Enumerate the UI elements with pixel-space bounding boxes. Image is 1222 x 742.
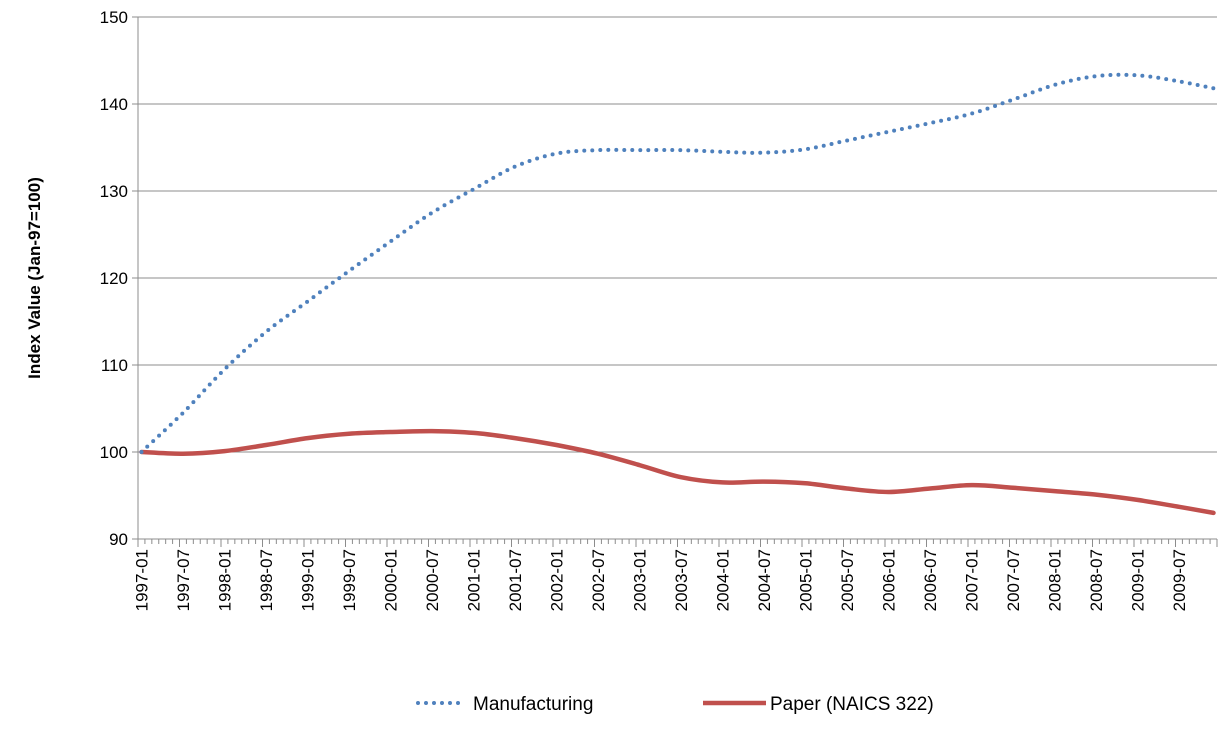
y-tick-label: 150	[100, 8, 128, 27]
x-tick-label: 2000-07	[423, 549, 442, 611]
x-tick-label: 2007-01	[962, 549, 981, 611]
x-tick-label: 2002-07	[589, 549, 608, 611]
y-tick-label: 130	[100, 182, 128, 201]
x-tick-label: 1998-01	[215, 549, 234, 611]
x-tick-label: 2007-07	[1004, 549, 1023, 611]
x-tick-label: 2005-07	[838, 549, 857, 611]
x-axis: 1997-01 1997-07 1998-01 1998-07 1999-01 1999-…	[132, 17, 1217, 611]
x-tick-label: 2002-01	[547, 549, 566, 611]
x-tick-label: 2008-07	[1087, 549, 1106, 611]
x-tick-label: 2005-01	[796, 549, 815, 611]
x-tick-label: 2000-01	[381, 549, 400, 611]
x-tick-label: 2006-01	[879, 549, 898, 611]
y-axis-ticks: 90 100 110 120 130 140 150	[100, 8, 138, 549]
x-tick-label: 1997-07	[174, 549, 193, 611]
x-tick-label: 2001-07	[506, 549, 525, 611]
y-axis-title: Index Value (Jan-97=100)	[25, 177, 44, 379]
legend-label: Manufacturing	[473, 694, 593, 715]
x-tick-label: 1997-01	[132, 549, 151, 611]
x-tick-label: 2009-07	[1170, 549, 1189, 611]
y-tick-label: 140	[100, 95, 128, 114]
x-tick-label: 1998-07	[257, 549, 276, 611]
legend-label: Paper (NAICS 322)	[770, 694, 934, 715]
y-tick-label: 100	[100, 443, 128, 462]
x-tick-label: 2004-01	[713, 549, 732, 611]
x-tick-label: 2009-01	[1128, 549, 1147, 611]
x-tick-label: 2006-07	[921, 549, 940, 611]
manufacturing-line	[142, 75, 1214, 452]
x-tick-label: 2003-01	[630, 549, 649, 611]
x-tick-label: 2001-01	[464, 549, 483, 611]
y-tick-label: 90	[109, 530, 128, 549]
gridlines	[138, 17, 1217, 452]
x-tick-label: 2004-07	[755, 549, 774, 611]
y-tick-label: 120	[100, 269, 128, 288]
x-tick-label: 2003-07	[672, 549, 691, 611]
paper-line	[142, 431, 1214, 513]
x-tick-label: 2008-01	[1045, 549, 1064, 611]
x-tick-label: 1999-01	[298, 549, 317, 611]
legend: Manufacturing Paper (NAICS 322)	[418, 694, 934, 715]
x-tick-label: 1999-07	[340, 549, 359, 611]
series-lines	[142, 75, 1214, 513]
y-tick-label: 110	[101, 356, 128, 375]
